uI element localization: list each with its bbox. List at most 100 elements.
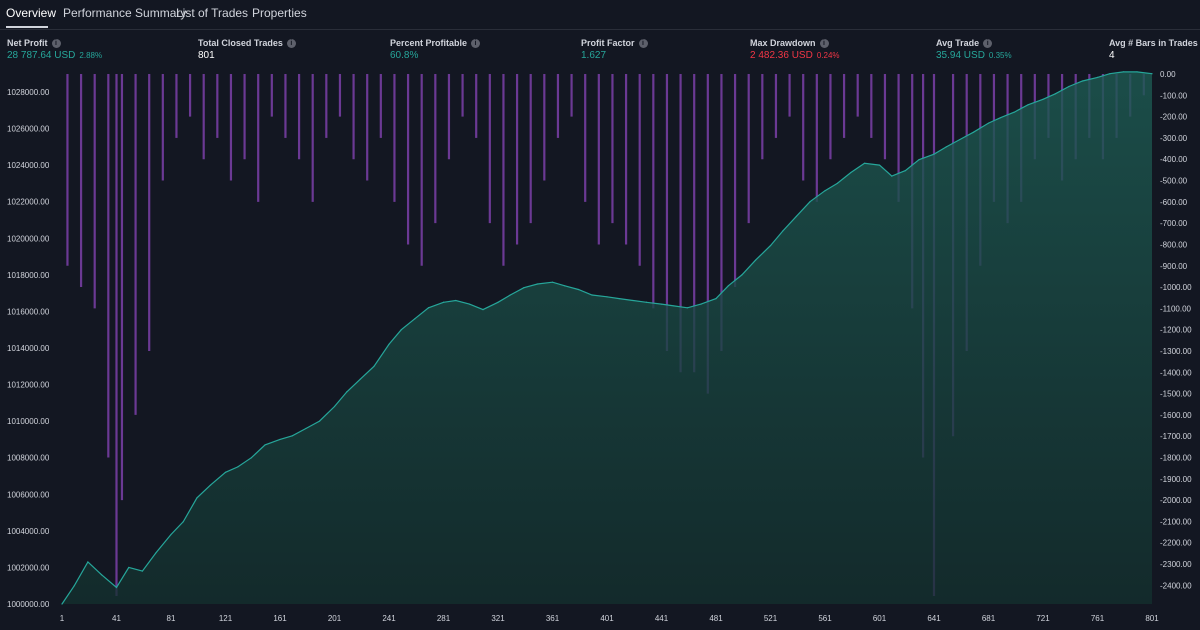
equity-point [333, 405, 336, 408]
metric-percent: 0.24% [816, 51, 840, 60]
info-icon[interactable]: i [638, 38, 648, 48]
right-tick-label: -1600.00 [1160, 411, 1192, 420]
equity-point [482, 309, 484, 311]
equity-point [237, 466, 239, 468]
equity-point [1027, 104, 1029, 106]
equity-point [414, 318, 416, 320]
right-tick-label: -2100.00 [1160, 517, 1192, 526]
metric-profit-factor: Profit Factor i 1.627 [581, 38, 648, 61]
equity-point [497, 301, 499, 303]
equity-point [388, 343, 390, 345]
x-tick-label: 521 [764, 614, 778, 623]
equity-point [769, 245, 772, 247]
x-tick-label: 561 [818, 614, 832, 623]
equity-series [61, 71, 1153, 605]
x-axis: 1 41 81 121 161 201 241 281 321 361 401 441 481 521 56… [60, 614, 1159, 623]
right-tick-label: -2200.00 [1160, 539, 1192, 548]
equity-point [918, 159, 920, 161]
right-tick-label: -2300.00 [1160, 560, 1192, 569]
equity-point [741, 274, 743, 276]
x-tick-label: 41 [112, 614, 121, 623]
metric-value: 2 482.36 USD [750, 50, 813, 61]
right-tick-label: -1800.00 [1160, 454, 1192, 463]
equity-point [577, 288, 579, 291]
equity-point [891, 175, 893, 177]
equity-point [606, 296, 608, 298]
equity-point [809, 201, 811, 203]
metric-label: Avg # Bars in Trades [1109, 38, 1198, 48]
equity-point [400, 329, 402, 331]
metric-percent: 0.35% [988, 51, 1012, 60]
metric-max-drawdown: Max Drawdown i 2 482.36 USD 0.24% [750, 38, 840, 61]
info-icon[interactable]: i [471, 38, 481, 48]
equity-point [279, 438, 281, 441]
equity-point [128, 566, 130, 569]
x-tick-label: 601 [873, 614, 887, 623]
equity-point [209, 484, 212, 486]
equity-point [87, 561, 89, 563]
left-tick-label: 1002000.00 [7, 563, 50, 572]
right-tick-label: -1100.00 [1160, 304, 1192, 313]
equity-point [359, 378, 361, 380]
info-icon[interactable]: i [51, 38, 61, 48]
left-axis: 1028000.00 1026000.00 1024000.00 1022000.00… [7, 88, 50, 609]
right-tick-label: -600.00 [1160, 198, 1188, 207]
equity-point [442, 301, 445, 303]
metric-label: Max Drawdown [750, 38, 816, 48]
equity-point [455, 299, 457, 302]
metric-percent: 2.88% [79, 51, 103, 60]
equity-point [782, 230, 784, 232]
x-tick-label: 361 [546, 614, 560, 623]
metric-value: 60.8% [390, 50, 419, 61]
metric-percent-profitable: Percent Profitable i 60.8% [390, 38, 481, 61]
equity-point [1109, 73, 1111, 75]
right-tick-label: -100.00 [1160, 91, 1188, 100]
equity-point [1096, 76, 1099, 78]
info-icon[interactable]: i [819, 38, 829, 48]
metric-value: 1.627 [581, 50, 607, 61]
equity-point [100, 574, 103, 576]
right-tick-label: -1900.00 [1160, 475, 1192, 484]
left-tick-label: 1010000.00 [7, 417, 50, 426]
x-tick-label: 1 [60, 614, 65, 623]
equity-point [264, 444, 266, 446]
left-tick-label: 1028000.00 [7, 88, 50, 97]
metric-avg-trade: Avg Trade i 35.94 USD 0.35% [936, 38, 1012, 61]
equity-point [824, 190, 826, 192]
left-tick-label: 1022000.00 [7, 198, 50, 207]
tab-overview[interactable]: Overview [6, 6, 57, 20]
x-tick-label: 681 [982, 614, 996, 623]
info-icon[interactable]: i [286, 38, 296, 48]
equity-point [945, 146, 947, 148]
active-tab-underline [6, 26, 48, 28]
x-tick-label: 241 [382, 614, 396, 623]
left-tick-label: 1000000.00 [7, 600, 50, 609]
equity-point [196, 497, 198, 499]
tab-properties[interactable]: Properties [252, 6, 307, 20]
info-icon[interactable]: i [983, 38, 993, 48]
x-tick-label: 801 [1145, 614, 1159, 623]
equity-point [115, 586, 118, 589]
equity-point [346, 391, 348, 393]
right-tick-label: 0.00 [1160, 70, 1176, 79]
right-axis: 0.00 -100.00 -200.00 -300.00 -400.00 -500.00 -… [1160, 70, 1192, 590]
x-tick-label: 321 [491, 614, 505, 623]
equity-point [1081, 80, 1084, 82]
equity-point [904, 170, 906, 172]
tab-list-of-trades[interactable]: List of Trades [176, 6, 249, 20]
right-tick-label: -2400.00 [1160, 581, 1192, 590]
tab-performance-summary[interactable]: Performance Summary [63, 6, 187, 20]
equity-area [62, 71, 1152, 604]
left-tick-label: 1026000.00 [7, 125, 50, 134]
right-tick-label: -400.00 [1160, 155, 1188, 164]
equity-point [972, 131, 975, 133]
left-tick-label: 1006000.00 [7, 490, 50, 499]
equity-point [987, 122, 990, 124]
right-tick-label: -1300.00 [1160, 347, 1192, 356]
metric-value: 801 [198, 50, 215, 61]
x-tick-label: 641 [927, 614, 941, 623]
equity-point [863, 162, 866, 164]
equity-point [373, 365, 375, 367]
equity-point [1068, 85, 1070, 88]
